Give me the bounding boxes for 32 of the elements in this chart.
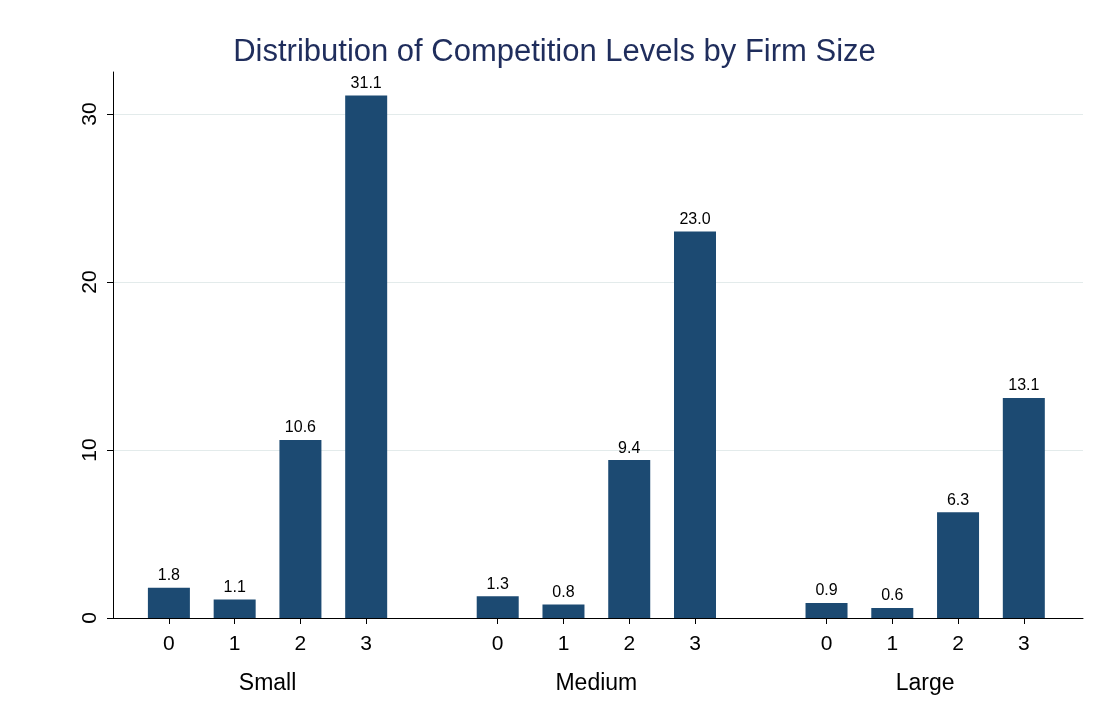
data-label: 31.1 — [350, 74, 382, 92]
data-label: 10.6 — [284, 418, 317, 436]
data-label: 1.1 — [223, 578, 246, 596]
data-label: 1.3 — [486, 574, 509, 592]
y-tick-label: 0 — [77, 612, 100, 624]
y-tick-label: 20 — [77, 270, 100, 294]
chart-title: Distribution of Competition Levels by Firm Size — [233, 33, 876, 68]
y-tick-label: 10 — [77, 438, 100, 462]
x-tick-label: 2 — [623, 631, 636, 654]
x-tick-label: 2 — [952, 631, 964, 654]
x-tick-label: 1 — [557, 631, 570, 654]
x-tick-label: 1 — [228, 631, 241, 654]
x-tick-label: 3 — [1017, 631, 1030, 654]
data-label: 0.8 — [552, 583, 575, 601]
x-tick-label: 0 — [163, 631, 175, 654]
text: Large — [895, 668, 955, 695]
data-label: 23.0 — [679, 210, 711, 228]
text: Small — [238, 668, 297, 695]
x-tick-label: 3 — [360, 631, 373, 654]
data-label: 9.4 — [618, 438, 641, 456]
x-tick-label: 0 — [491, 631, 504, 654]
x-tick-label: 3 — [689, 631, 701, 654]
data-label: 13.1 — [1008, 376, 1040, 394]
data-label: 0.9 — [815, 581, 838, 599]
x-tick-label: 2 — [294, 631, 307, 654]
data-label: 1.8 — [157, 566, 181, 584]
x-tick-label: 1 — [886, 631, 899, 654]
x-tick-label: 0 — [820, 631, 833, 654]
y-tick-label: 30 — [77, 102, 100, 126]
text: Medium — [555, 668, 638, 695]
data-label: 6.3 — [946, 490, 970, 508]
data-label: 0.6 — [881, 586, 904, 604]
